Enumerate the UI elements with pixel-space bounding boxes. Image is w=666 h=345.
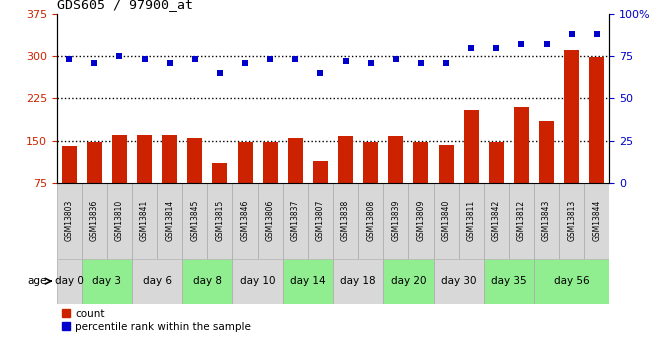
Bar — [308, 183, 333, 259]
Text: GSM13844: GSM13844 — [592, 200, 601, 242]
Text: day 6: day 6 — [143, 276, 172, 286]
Text: day 10: day 10 — [240, 276, 275, 286]
Bar — [107, 183, 132, 259]
Text: GSM13806: GSM13806 — [266, 200, 274, 242]
Bar — [333, 183, 358, 259]
Bar — [489, 142, 504, 183]
Text: day 30: day 30 — [441, 276, 476, 286]
Text: GSM13814: GSM13814 — [165, 200, 174, 242]
Text: GSM13809: GSM13809 — [416, 200, 426, 242]
Text: GSM13810: GSM13810 — [115, 200, 124, 242]
Bar — [584, 183, 609, 259]
Bar — [514, 107, 529, 183]
Bar — [182, 259, 232, 304]
Text: day 35: day 35 — [491, 276, 527, 286]
Bar — [313, 161, 328, 183]
Bar — [258, 183, 283, 259]
Text: GSM13811: GSM13811 — [467, 200, 476, 242]
Text: GSM13807: GSM13807 — [316, 200, 325, 242]
Bar — [87, 142, 102, 183]
Text: day 0: day 0 — [55, 276, 84, 286]
Bar — [207, 183, 232, 259]
Bar — [112, 135, 127, 183]
Bar — [464, 110, 479, 183]
Bar — [182, 183, 207, 259]
Text: GSM13812: GSM13812 — [517, 200, 526, 242]
Bar — [383, 183, 408, 259]
Text: GSM13846: GSM13846 — [240, 200, 250, 242]
Bar — [434, 183, 459, 259]
Bar — [283, 183, 308, 259]
Bar — [559, 183, 584, 259]
Bar — [162, 135, 177, 183]
Bar — [459, 183, 484, 259]
Bar — [157, 183, 182, 259]
Text: GSM13845: GSM13845 — [190, 200, 199, 242]
Bar — [62, 146, 77, 183]
Bar — [388, 136, 404, 183]
Text: GSM13836: GSM13836 — [90, 200, 99, 242]
Text: day 18: day 18 — [340, 276, 376, 286]
Bar — [137, 135, 152, 183]
Text: day 56: day 56 — [554, 276, 589, 286]
Bar — [589, 57, 604, 183]
Text: GSM13813: GSM13813 — [567, 200, 576, 242]
Bar — [82, 259, 132, 304]
Text: age: age — [27, 276, 47, 286]
Bar — [484, 259, 534, 304]
Bar — [434, 259, 484, 304]
Bar — [564, 50, 579, 183]
Bar — [283, 259, 333, 304]
Bar — [262, 142, 278, 183]
Text: GSM13843: GSM13843 — [542, 200, 551, 242]
Text: day 3: day 3 — [93, 276, 121, 286]
Text: day 20: day 20 — [391, 276, 426, 286]
Bar — [509, 183, 534, 259]
Text: GSM13815: GSM13815 — [215, 200, 224, 242]
Text: GSM13837: GSM13837 — [291, 200, 300, 242]
Bar — [82, 183, 107, 259]
Bar — [383, 259, 434, 304]
Text: GSM13842: GSM13842 — [492, 200, 501, 242]
Bar — [57, 259, 82, 304]
Text: GSM13839: GSM13839 — [392, 200, 400, 242]
Bar — [438, 145, 454, 183]
Bar — [408, 183, 434, 259]
Text: GSM13803: GSM13803 — [65, 200, 74, 242]
Bar — [534, 183, 559, 259]
Bar — [539, 121, 554, 183]
Bar — [238, 142, 252, 183]
Bar — [212, 163, 228, 183]
Bar — [358, 183, 383, 259]
Bar — [338, 136, 353, 183]
Bar — [333, 259, 383, 304]
Text: GSM13841: GSM13841 — [140, 200, 149, 242]
Bar — [132, 183, 157, 259]
Text: day 8: day 8 — [193, 276, 222, 286]
Bar — [232, 183, 258, 259]
Text: day 14: day 14 — [290, 276, 326, 286]
Bar — [414, 142, 428, 183]
Text: GSM13808: GSM13808 — [366, 200, 375, 242]
Bar — [484, 183, 509, 259]
Text: GSM13838: GSM13838 — [341, 200, 350, 242]
Legend: count, percentile rank within the sample: count, percentile rank within the sample — [62, 309, 251, 332]
Bar — [187, 138, 202, 183]
Bar — [288, 138, 303, 183]
Bar — [132, 259, 182, 304]
Bar — [363, 142, 378, 183]
Bar — [534, 259, 609, 304]
Text: GSM13840: GSM13840 — [442, 200, 451, 242]
Bar — [232, 259, 283, 304]
Bar — [57, 183, 82, 259]
Text: GDS605 / 97900_at: GDS605 / 97900_at — [57, 0, 192, 11]
